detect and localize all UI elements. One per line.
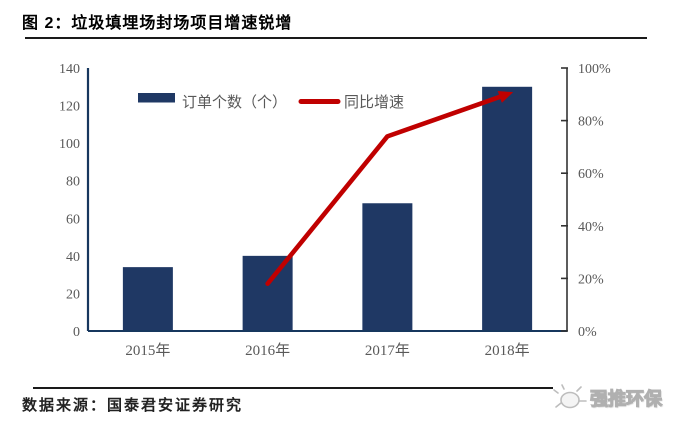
left-axis-tick-label: 40 xyxy=(66,250,80,265)
left-axis-tick-label: 80 xyxy=(66,175,80,190)
right-axis-tick-label: 100% xyxy=(578,62,611,77)
left-axis-tick-label: 100 xyxy=(59,137,80,152)
megaphone-icon xyxy=(553,384,587,409)
left-axis-tick-label: 140 xyxy=(59,62,80,77)
data-source-note: 数据来源：国泰君安证券研究 xyxy=(22,398,244,414)
right-axis-tick-label: 20% xyxy=(578,272,604,287)
x-axis-label: 2017年 xyxy=(365,342,410,359)
legend-line-label: 同比增速 xyxy=(344,94,404,111)
legend-bar-label: 订单个数（个） xyxy=(182,94,287,111)
x-axis-label: 2018年 xyxy=(485,342,530,359)
right-axis-tick-label: 0% xyxy=(578,325,597,340)
combo-chart: 0 20 40 60 80 100 120 140 0% 20% 40% 60% 80% 100% 2015… xyxy=(59,62,611,359)
left-axis-tick-label: 60 xyxy=(66,212,80,227)
left-axis-tick-label: 0 xyxy=(73,325,80,340)
watermark-text: 强推环保 xyxy=(590,389,663,410)
bar-2015年 xyxy=(122,267,173,331)
figure-title: 图 2：垃圾填埋场封场项目增速锐增 xyxy=(22,15,293,32)
legend-bar-swatch xyxy=(138,93,175,103)
x-axis-label: 2015年 xyxy=(125,342,170,359)
watermark-logo: 强推环保 xyxy=(550,380,672,416)
bar-2017年 xyxy=(362,203,413,331)
x-axis-label: 2016年 xyxy=(245,342,290,359)
right-axis-tick-label: 40% xyxy=(578,220,604,235)
bar-2016年 xyxy=(242,255,293,331)
bar-2018年 xyxy=(482,86,533,332)
right-axis-tick-label: 80% xyxy=(578,115,604,130)
right-axis-tick-label: 60% xyxy=(578,167,604,182)
growth-line xyxy=(265,90,514,286)
left-axis-tick-label: 120 xyxy=(59,100,80,115)
left-axis-tick-label: 20 xyxy=(66,287,80,302)
footer-divider xyxy=(33,387,553,389)
title-divider xyxy=(25,37,647,39)
